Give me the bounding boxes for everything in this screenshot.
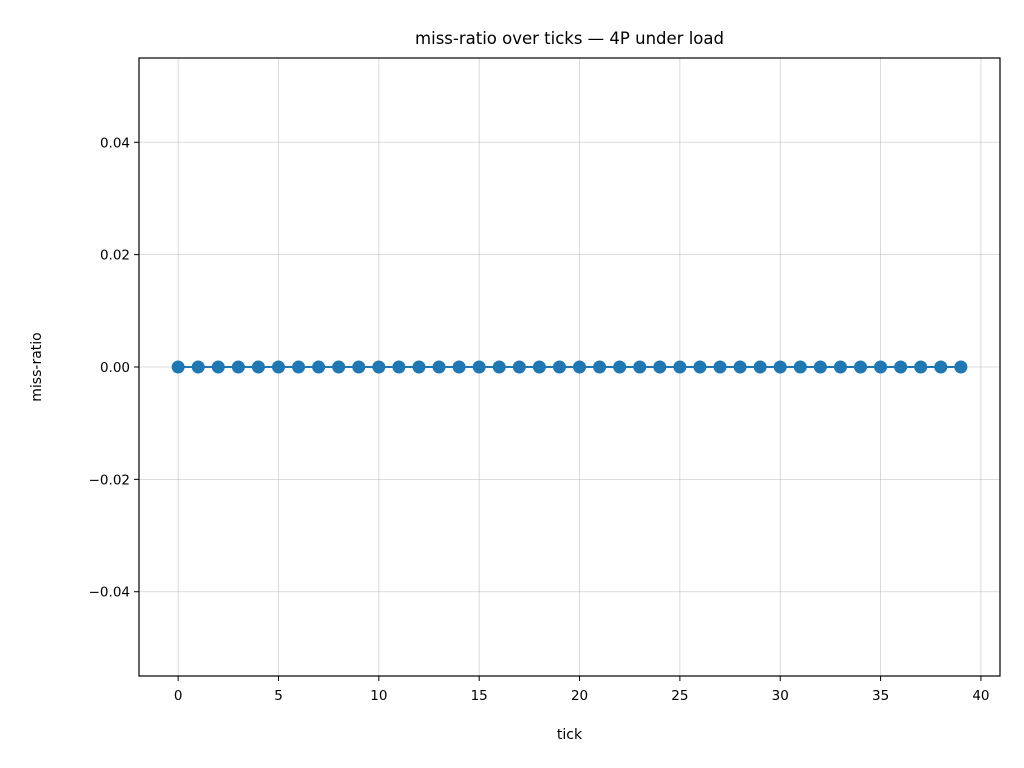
data-point — [332, 360, 346, 374]
x-tick-label: 30 — [772, 688, 789, 704]
y-tick-label: 0.04 — [100, 135, 130, 151]
x-tick-label: 35 — [872, 688, 889, 704]
data-point — [653, 360, 667, 374]
data-point — [211, 360, 225, 374]
data-point — [934, 360, 948, 374]
data-point — [773, 360, 787, 374]
data-point — [593, 360, 607, 374]
data-point — [733, 360, 747, 374]
data-point — [432, 360, 446, 374]
data-point — [312, 360, 326, 374]
data-point — [231, 360, 245, 374]
x-tick-label: 40 — [972, 688, 989, 704]
data-point — [472, 360, 486, 374]
data-point — [833, 360, 847, 374]
x-tick-label: 20 — [571, 688, 588, 704]
data-point — [292, 360, 306, 374]
data-point — [552, 360, 566, 374]
data-point — [452, 360, 466, 374]
data-point — [793, 360, 807, 374]
data-point — [954, 360, 968, 374]
x-tick-label: 10 — [370, 688, 387, 704]
data-point — [492, 360, 506, 374]
plot-area — [171, 360, 968, 374]
data-point — [693, 360, 707, 374]
data-point — [532, 360, 546, 374]
x-axis-label: tick — [557, 727, 583, 743]
data-point — [874, 360, 888, 374]
data-point — [914, 360, 928, 374]
data-point — [854, 360, 868, 374]
data-point — [573, 360, 587, 374]
data-point — [412, 360, 426, 374]
data-point — [813, 360, 827, 374]
data-point — [673, 360, 687, 374]
axis-ticks: 0 5 10 15 20 25 30 35 40 −0.04 −0.02 0.00 0.02 0.04 — [89, 135, 990, 704]
y-tick-label: −0.04 — [89, 585, 130, 601]
x-tick-label: 0 — [174, 688, 183, 704]
data-point — [271, 360, 285, 374]
data-point — [251, 360, 265, 374]
data-point — [512, 360, 526, 374]
data-point — [171, 360, 185, 374]
y-axis-label: miss-ratio — [29, 332, 45, 401]
x-tick-label: 5 — [274, 688, 283, 704]
data-point — [753, 360, 767, 374]
y-tick-label: 0.00 — [100, 360, 130, 376]
x-tick-label: 15 — [471, 688, 488, 704]
data-point — [372, 360, 386, 374]
data-point — [713, 360, 727, 374]
data-point — [352, 360, 366, 374]
data-point — [392, 360, 406, 374]
chart-title: miss-ratio over ticks — 4P under load — [415, 29, 724, 48]
y-tick-label: 0.02 — [100, 248, 130, 264]
y-tick-label: −0.02 — [89, 472, 130, 488]
x-tick-label: 25 — [671, 688, 688, 704]
data-point — [894, 360, 908, 374]
data-point — [633, 360, 647, 374]
data-point — [191, 360, 205, 374]
data-point — [613, 360, 627, 374]
